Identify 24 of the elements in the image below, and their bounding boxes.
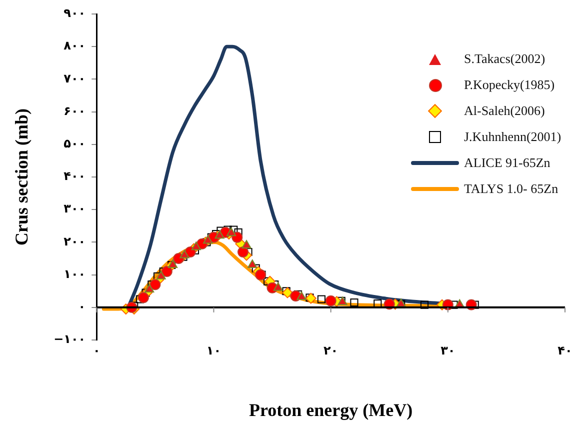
y-tick-label: ۲۰۰	[64, 234, 86, 248]
y-tick-label: ۷۰۰	[64, 71, 86, 86]
y-tick-label: ۳۰۰	[64, 202, 86, 216]
legend-label: Al-Saleh(2006)	[464, 103, 545, 119]
legend-label: P.Kopecky(1985)	[464, 77, 555, 93]
y-tick-label: ۱۰۰	[64, 266, 86, 281]
y-axis-title: Crus section (mb)	[11, 108, 32, 246]
y-tick-label: ۶۰۰	[64, 104, 86, 118]
x-tick-label: ۱۰	[206, 343, 222, 358]
x-axis-title: Proton energy (MeV)	[249, 400, 413, 420]
y-tick-label: ۵۰۰	[64, 136, 86, 151]
x-tick-label: ۰	[92, 343, 100, 358]
y-tick-label: ۰	[78, 300, 86, 314]
legend-label: J.Kuhnhenn(2001)	[464, 129, 562, 145]
y-tick-label: ۴۰۰	[64, 169, 86, 184]
legend-label: S.Takacs(2002)	[464, 51, 546, 67]
x-tick-label: ۲۰	[323, 343, 338, 358]
legend-label: ALICE 91-65Zn	[464, 155, 550, 171]
y-tick-label: ۸۰۰	[64, 38, 86, 53]
y-tick-label: −۱۰۰	[54, 332, 86, 346]
legend-label: TALYS 1.0- 65Zn	[464, 181, 558, 197]
x-tick-label: ۳۰	[440, 343, 456, 358]
y-tick-label: ۹۰۰	[64, 6, 86, 20]
x-tick-label: ۴۰	[558, 343, 572, 358]
